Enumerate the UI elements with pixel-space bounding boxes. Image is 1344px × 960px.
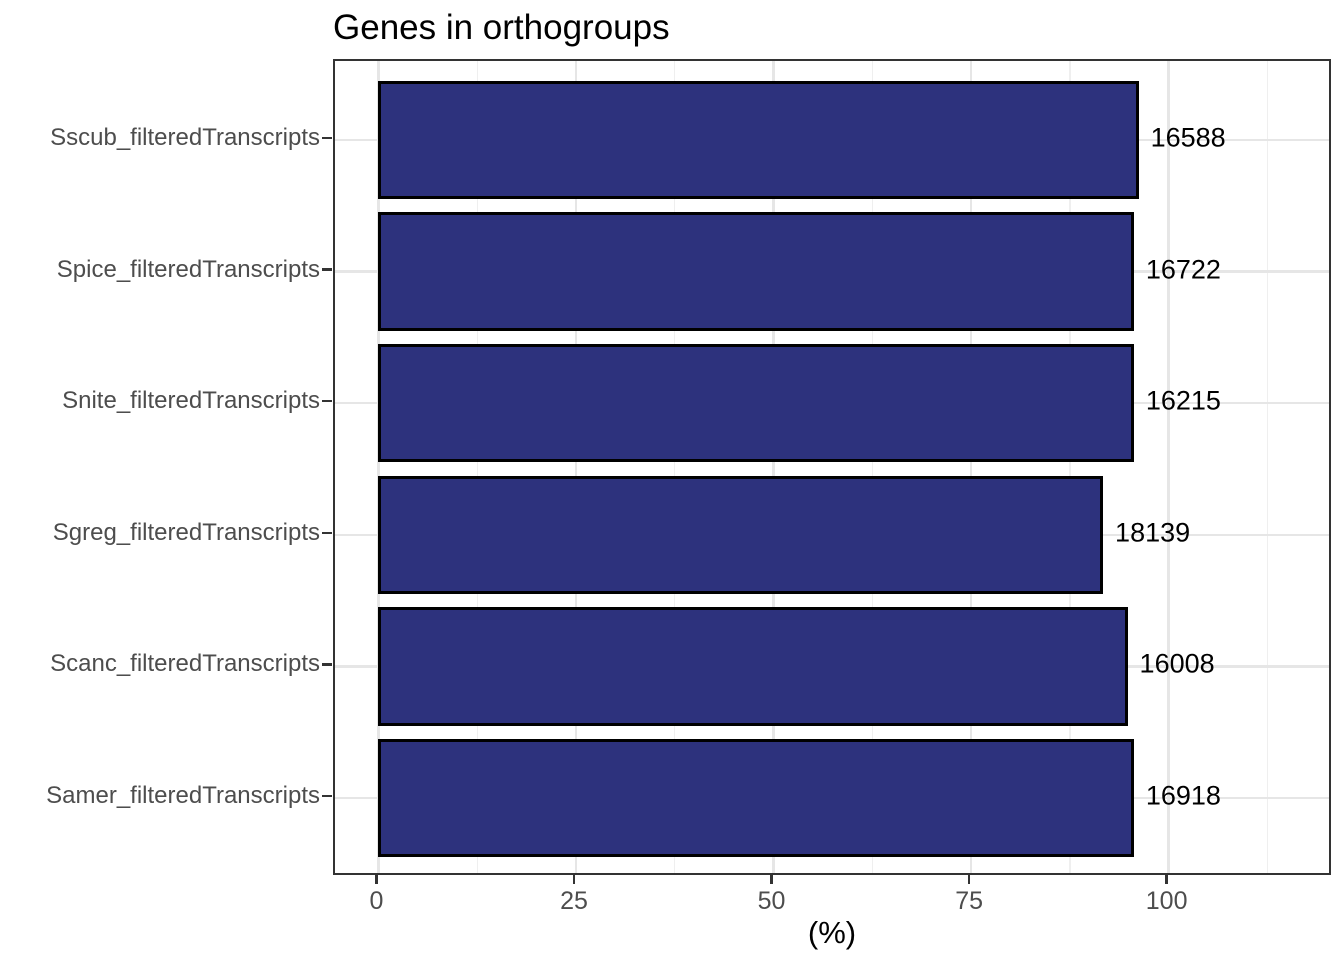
x-tick-label: 50: [757, 887, 786, 915]
x-tick-mark: [1165, 875, 1168, 884]
y-tick-mark: [322, 399, 332, 403]
gridline-minor: [871, 61, 873, 873]
bar-value-label: 16722: [1145, 254, 1221, 285]
x-tick-mark: [375, 875, 378, 884]
y-tick-label: Snite_filteredTranscripts: [62, 387, 320, 415]
y-tick-mark: [322, 136, 332, 140]
bar: [378, 738, 1134, 858]
x-tick-mark: [770, 875, 773, 884]
bar: [378, 343, 1134, 463]
gridline-major: [377, 61, 380, 873]
chart-title: Genes in orthogroups: [333, 8, 670, 47]
bar: [378, 212, 1134, 331]
x-tick-label: 100: [1145, 887, 1188, 915]
bar-value-label: 18139: [1115, 517, 1191, 548]
bar-value-label: 16008: [1139, 648, 1215, 679]
plot-panel: [333, 59, 1331, 875]
x-tick-label: 75: [955, 887, 983, 915]
gridline-major: [574, 61, 578, 873]
x-tick-mark: [967, 875, 971, 884]
y-tick-label: Spice_filteredTranscripts: [56, 255, 320, 283]
bar: [378, 475, 1104, 595]
gridline-major: [772, 61, 775, 873]
gridline-major: [969, 61, 973, 873]
x-tick-mark: [572, 875, 576, 884]
x-axis-title: (%): [807, 915, 857, 950]
y-tick-mark: [322, 794, 332, 798]
y-tick-label: Sgreg_filteredTranscripts: [52, 518, 320, 546]
y-tick-label: Samer_filteredTranscripts: [46, 782, 320, 810]
y-tick-label: Scanc_filteredTranscripts: [50, 650, 320, 678]
y-tick-mark: [322, 663, 332, 666]
bar: [378, 607, 1128, 726]
gridline-minor: [1069, 61, 1071, 873]
x-tick-label: 25: [560, 887, 588, 915]
gridline-minor: [1266, 61, 1269, 873]
y-tick-mark: [322, 268, 332, 271]
bar: [378, 80, 1139, 200]
y-tick-mark: [322, 531, 332, 535]
y-tick-label: Sscub_filteredTranscripts: [50, 123, 320, 151]
gridline-minor: [476, 61, 478, 873]
bar-value-label: 16918: [1145, 780, 1221, 811]
x-tick-label: 0: [369, 887, 384, 915]
gridline-major: [1167, 61, 1170, 873]
bar-value-label: 16215: [1145, 385, 1221, 416]
gridline-minor: [674, 61, 676, 873]
bar-value-label: 16588: [1150, 122, 1226, 153]
